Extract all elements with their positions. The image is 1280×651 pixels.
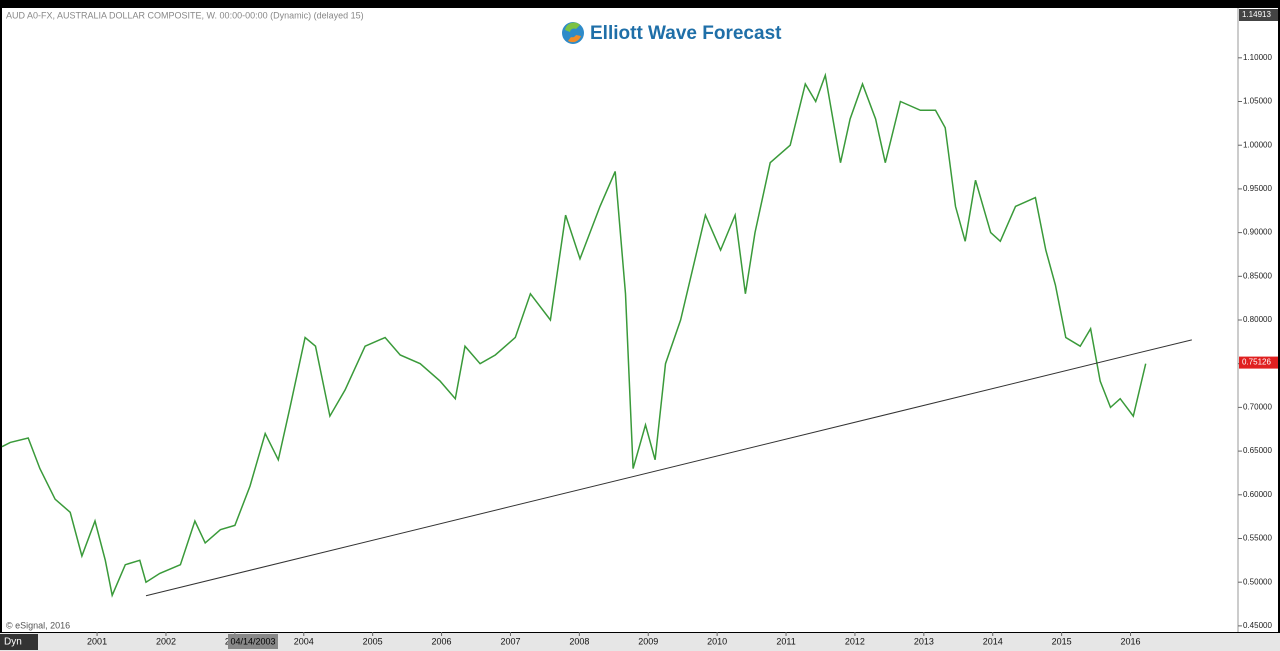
- y-tick-label: 0.85000: [1243, 271, 1272, 280]
- trendline: [145, 339, 1192, 597]
- y-tick-label: 0.50000: [1243, 577, 1272, 586]
- y-tick-label: 1.10000: [1243, 53, 1272, 62]
- x-tick-label: 2001: [87, 636, 107, 646]
- y-tick-label: 1.05000: [1243, 97, 1272, 106]
- y-tick-label: 0.95000: [1243, 184, 1272, 193]
- top-price-tag: [1239, 9, 1278, 21]
- y-tick-label: 0.90000: [1243, 228, 1272, 237]
- x-tick-label: 2013: [914, 636, 934, 646]
- cursor-label: 04/14/2003: [230, 636, 275, 646]
- y-tick-label: 1.00000: [1243, 140, 1272, 149]
- x-tick-label: 2014: [983, 636, 1003, 646]
- plot-area: [2, 8, 1238, 632]
- price-axis: [1238, 8, 1278, 632]
- last-price-label: 0.75126: [1242, 358, 1271, 367]
- x-tick-label: 2004: [294, 636, 314, 646]
- x-tick-label: 2008: [569, 636, 589, 646]
- toolbar-label: Dyn: [4, 637, 22, 648]
- y-tick-label: 0.45000: [1243, 621, 1272, 630]
- last-price-tag: [1239, 356, 1278, 369]
- x-tick-label: 2010: [707, 636, 727, 646]
- logo-icon-part: [568, 35, 581, 43]
- x-tick-label: 2007: [500, 636, 520, 646]
- logo-text: Elliott Wave Forecast: [590, 23, 782, 44]
- x-tick-label: 2012: [845, 636, 865, 646]
- copyright: © eSignal, 2016: [6, 620, 70, 630]
- x-tick-label: 2002: [156, 636, 176, 646]
- x-tick-label: 2011: [776, 636, 795, 646]
- logo: Elliott Wave Forecast: [562, 22, 782, 44]
- x-tick-label: 2016: [1121, 636, 1141, 646]
- x-tick-label: 2009: [638, 636, 658, 646]
- x-tick-label: 2015: [1052, 636, 1072, 646]
- price-line: [1, 72, 1147, 598]
- logo-icon-part: [565, 22, 580, 32]
- cursor-box: [228, 634, 278, 649]
- y-tick-label: 0.70000: [1243, 403, 1272, 412]
- y-tick-label: 0.65000: [1243, 446, 1272, 455]
- x-tick-label: 2005: [363, 636, 383, 646]
- top-price-label: 1.14913: [1242, 10, 1271, 19]
- chart-layer: 0.45000 0.50000 0.55000 0.60000 0.65000 0.700…: [1, 9, 1278, 649]
- x-tick-label: 2006: [432, 636, 452, 646]
- time-axis: [0, 633, 1280, 651]
- toolbar-button[interactable]: [0, 634, 38, 650]
- y-tick-label: 0.55000: [1243, 534, 1272, 543]
- y-tick-label: 0.60000: [1243, 490, 1272, 499]
- y-tick-label: 0.80000: [1243, 315, 1272, 324]
- chart-header: AUD A0-FX, AUSTRALIA DOLLAR COMPOSITE, W…: [6, 10, 364, 20]
